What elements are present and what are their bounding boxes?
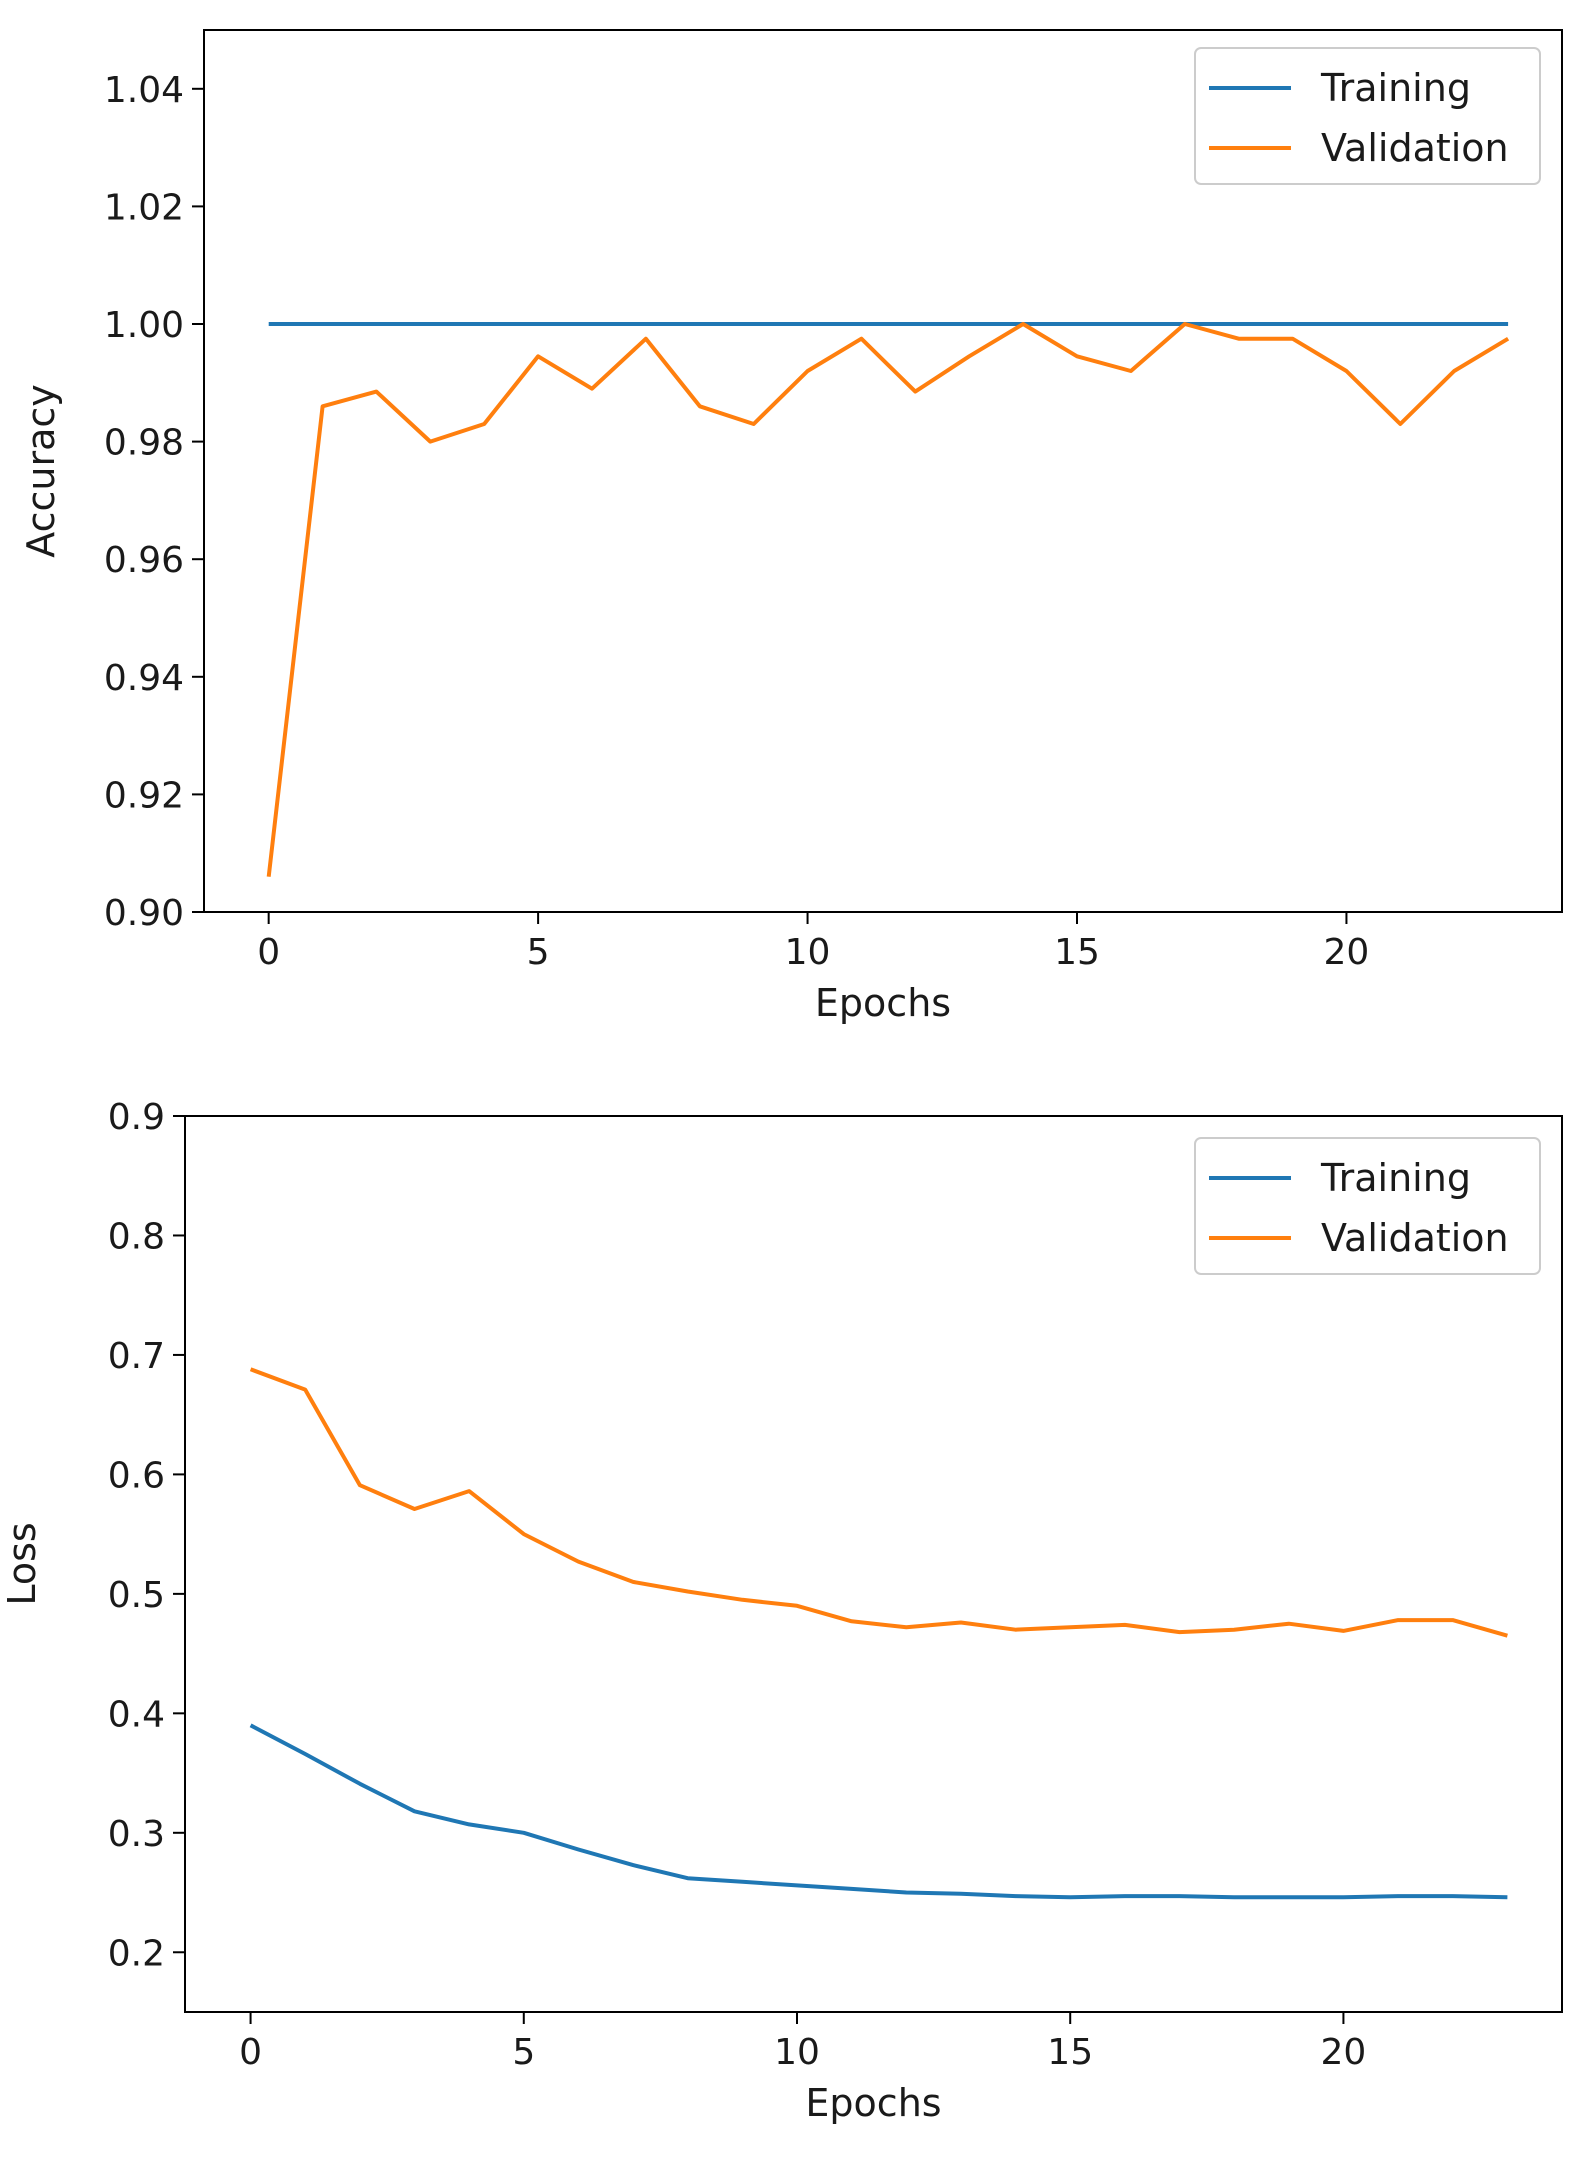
y-tick-label: 0.7 — [108, 1336, 165, 1377]
accuracy-chart: 0 5 10 15 20 0.90 0.92 0.94 0.96 0.98 1.00 1.02 1.04… — [19, 29, 1563, 1025]
x-axis-label: Epochs — [805, 2081, 941, 2125]
y-tick-label: 0.98 — [104, 423, 184, 464]
y-tick-label: 0.92 — [104, 775, 184, 816]
x-tick-label: 5 — [512, 2032, 535, 2073]
series-line-validation — [266, 322, 1510, 877]
plot-frame — [203, 29, 1563, 913]
y-axis-label: Accuracy — [19, 384, 63, 558]
loss-chart: 0 5 10 15 20 0.2 0.3 0.4 0.5 0.6 0.7 0.8 0.9 Epochs Lo… — [0, 1097, 1563, 2125]
legend-label-validation: Validation — [1321, 126, 1509, 170]
y-tick-label: 0.9 — [108, 1097, 165, 1138]
series-line-training — [249, 1723, 1508, 1900]
y-tick-label: 0.6 — [108, 1455, 165, 1496]
legend: Training Validation — [1194, 1137, 1541, 1275]
x-tick-label: 15 — [1054, 932, 1100, 973]
x-tick-label: 0 — [257, 932, 280, 973]
x-tick-label: 0 — [239, 2032, 262, 2073]
y-tick-label: 0.2 — [108, 1933, 165, 1974]
y-axis-label: Loss — [0, 1522, 44, 1605]
y-tick-label: 1.00 — [104, 305, 184, 346]
y-tick-label: 0.4 — [108, 1694, 165, 1735]
x-tick-label: 5 — [527, 932, 550, 973]
x-tick-label: 10 — [785, 932, 831, 973]
legend-label-validation: Validation — [1321, 1216, 1509, 1260]
y-tick-label: 0.96 — [104, 540, 184, 581]
legend-label-training: Training — [1320, 1156, 1471, 1200]
x-axis-label: Epochs — [815, 981, 951, 1025]
y-tick-label: 0.94 — [104, 658, 184, 699]
y-tick-label: 1.04 — [104, 70, 184, 111]
legend-label-training: Training — [1320, 66, 1471, 110]
series-line-validation — [249, 1367, 1508, 1638]
x-tick-label: 20 — [1321, 2032, 1367, 2073]
legend: Training Validation — [1194, 47, 1541, 185]
y-tick-label: 1.02 — [104, 187, 184, 228]
x-tick-label: 10 — [774, 2032, 820, 2073]
y-tick-label: 0.3 — [108, 1814, 165, 1855]
plot-frame — [184, 1115, 1563, 2013]
y-tick-label: 0.5 — [108, 1575, 165, 1616]
x-tick-label: 20 — [1324, 932, 1370, 973]
y-tick-label: 0.8 — [108, 1216, 165, 1257]
x-tick-label: 15 — [1047, 2032, 1093, 2073]
y-tick-label: 0.90 — [104, 893, 184, 934]
